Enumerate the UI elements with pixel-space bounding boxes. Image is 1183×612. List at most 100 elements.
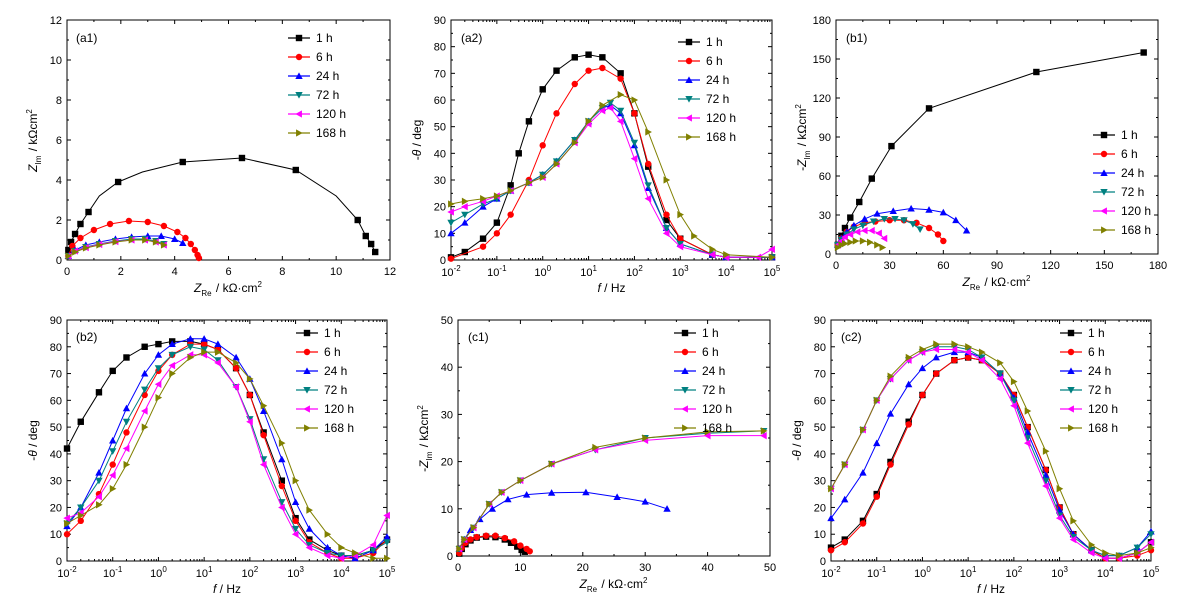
- data-point: [507, 211, 514, 218]
- legend-marker: [685, 96, 693, 103]
- data-point: [95, 477, 103, 485]
- data-point: [278, 477, 286, 484]
- legend-marker: [303, 329, 311, 337]
- legend-marker: [1067, 329, 1075, 337]
- data-point: [846, 230, 854, 239]
- data-point: [179, 158, 186, 166]
- data-point: [482, 532, 490, 539]
- data-point: [1147, 538, 1154, 546]
- plot-frame: [457, 319, 771, 557]
- data-point: [479, 243, 487, 250]
- data-point: [292, 517, 299, 525]
- legend-marker: [681, 367, 689, 374]
- y-tick-label: 20: [441, 457, 453, 469]
- data-point: [641, 498, 649, 505]
- data-point: [470, 524, 478, 532]
- x-tick-label: 8: [279, 266, 285, 278]
- data-point: [200, 340, 208, 348]
- data-point: [306, 506, 314, 514]
- data-point: [1088, 541, 1096, 549]
- data-point: [338, 543, 345, 552]
- data-point: [479, 235, 487, 242]
- data-point: [1069, 535, 1077, 544]
- data-point: [571, 138, 579, 147]
- data-point: [708, 250, 716, 259]
- x-tick-label: 4: [172, 266, 178, 278]
- data-point: [571, 80, 578, 88]
- data-point: [510, 538, 518, 545]
- legend-label: 6 h: [1121, 147, 1138, 161]
- data-point: [841, 460, 849, 469]
- legend: 1 h 6 h 24 h 72 h 120 h 168 h: [674, 326, 732, 435]
- data-point: [362, 232, 369, 240]
- data-point: [704, 428, 712, 436]
- data-point: [888, 142, 895, 150]
- series-line: [458, 430, 764, 550]
- x-tick-label: 103: [672, 264, 689, 279]
- y-tick-label: 90: [819, 132, 831, 144]
- data-point: [112, 238, 120, 246]
- data-point: [246, 418, 253, 426]
- y-tick-label: 150: [813, 54, 831, 66]
- data-point: [369, 541, 377, 549]
- data-point: [123, 460, 131, 469]
- data-point: [978, 348, 986, 356]
- data-point: [582, 488, 590, 496]
- data-point: [907, 204, 915, 212]
- series-line: [450, 67, 772, 260]
- data-point: [507, 539, 515, 546]
- data-point: [140, 407, 148, 415]
- y-tick-label: 50: [441, 315, 453, 327]
- series-1: [65, 217, 203, 262]
- x-axis-label: f / Hz: [597, 281, 625, 295]
- data-point: [77, 511, 85, 520]
- data-point: [114, 178, 122, 186]
- data-point: [887, 461, 894, 468]
- legend-label: 6 h: [1088, 345, 1105, 359]
- data-point: [155, 393, 163, 402]
- data-point: [553, 160, 561, 168]
- legend-marker: [1100, 131, 1108, 139]
- legend-marker: [303, 367, 311, 374]
- data-point: [65, 252, 73, 260]
- data-point: [182, 234, 189, 242]
- data-point: [889, 207, 897, 215]
- data-point: [925, 105, 933, 112]
- data-point: [842, 239, 849, 248]
- legend-label: 72 h: [706, 92, 729, 106]
- y-tick-label: 60: [814, 395, 826, 407]
- data-point: [663, 505, 671, 512]
- x-tick-label: 0: [455, 562, 461, 574]
- data-point: [371, 248, 379, 256]
- data-point: [157, 232, 165, 239]
- data-point: [860, 226, 868, 235]
- y-tick-label: 70: [434, 68, 446, 80]
- y-tick-label: 30: [814, 476, 826, 488]
- data-point: [109, 471, 116, 479]
- data-point: [939, 208, 948, 216]
- data-point: [847, 214, 854, 221]
- data-point: [201, 348, 208, 356]
- data-point: [891, 215, 899, 223]
- legend-label: 72 h: [702, 383, 725, 397]
- data-point: [940, 237, 947, 245]
- data-point: [965, 343, 972, 351]
- data-point: [909, 221, 917, 228]
- data-point: [448, 200, 455, 208]
- x-tick-label: 102: [242, 565, 259, 580]
- data-point: [663, 216, 670, 224]
- x-tick-label: 101: [196, 565, 213, 580]
- data-point: [900, 217, 908, 224]
- y-tick-label: 4: [56, 175, 62, 187]
- data-point: [106, 220, 114, 228]
- data-point: [109, 436, 117, 444]
- x-tick-label: 10-1: [103, 565, 123, 580]
- y-tick-label: 0: [56, 556, 62, 568]
- y-tick-label: 30: [819, 210, 831, 222]
- x-tick-label: 100: [150, 565, 167, 580]
- data-point: [77, 517, 84, 525]
- data-point: [1042, 482, 1049, 490]
- data-point: [962, 226, 971, 234]
- data-point: [859, 468, 867, 476]
